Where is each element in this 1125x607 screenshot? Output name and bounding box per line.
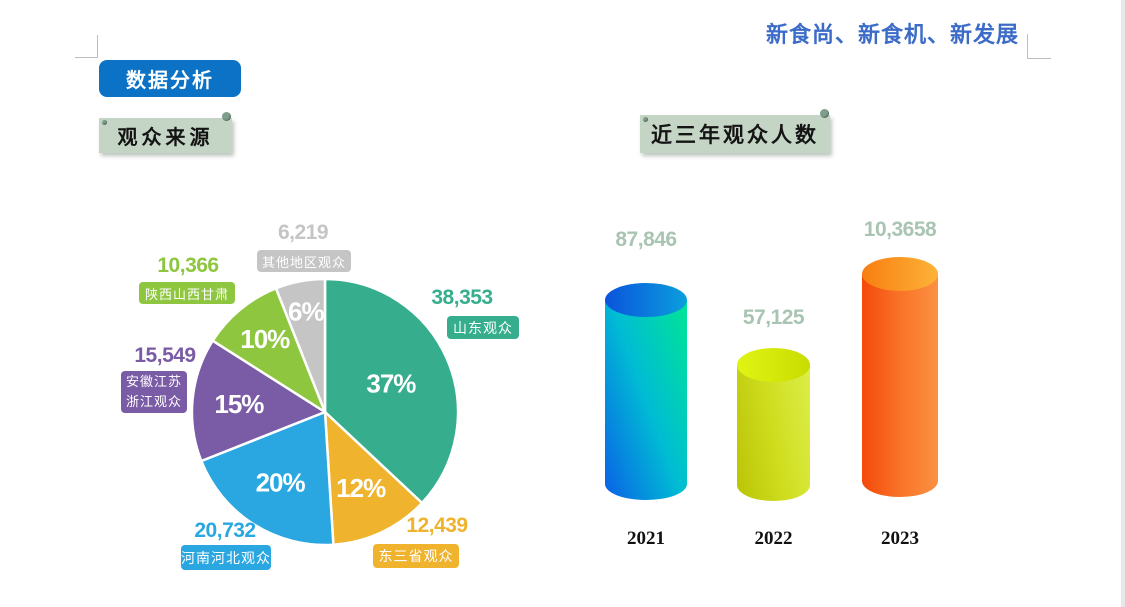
pie-callout-label-other-regions[interactable]: 其他地区观众 bbox=[257, 250, 351, 272]
cylinder-body bbox=[862, 274, 938, 497]
pie-slice-0[interactable] bbox=[323, 277, 460, 505]
bar-category-label: 2022 bbox=[754, 528, 793, 549]
data-analysis-badge[interactable]: 数据分析 bbox=[99, 60, 241, 97]
pie-percent-label: 10% bbox=[240, 324, 290, 354]
pie-callout-value-shandong: 38,353 bbox=[431, 286, 493, 309]
pie-callout-value-shaanxi-shanxi-gansu: 10,366 bbox=[157, 254, 219, 277]
pie-slice-3[interactable] bbox=[190, 339, 327, 463]
pushpin-icon bbox=[222, 112, 231, 121]
pie-callout-label-dongsansheng[interactable]: 东三省观众 bbox=[373, 544, 459, 568]
text-boundary-mark-tl-h bbox=[75, 57, 98, 58]
pie-callout-label-henan-hebei[interactable]: 河南河北观众 bbox=[181, 545, 271, 570]
cylinder-bar-2022[interactable] bbox=[737, 348, 810, 501]
text-boundary-mark-tr-v bbox=[1027, 34, 1028, 58]
pie-slice-4[interactable] bbox=[211, 287, 327, 414]
pie-percent-label: 37% bbox=[366, 369, 416, 399]
pie-slice-2[interactable] bbox=[200, 410, 335, 547]
bar-section-title-band[interactable]: 近三年观众人数 bbox=[640, 109, 830, 153]
pie-callout-value-anhui-jiangsu-zhejiang: 15,549 bbox=[134, 344, 196, 367]
pie-percent-label: 12% bbox=[336, 473, 386, 503]
pie-percent-label: 6% bbox=[288, 296, 324, 326]
cylinder-body bbox=[737, 365, 810, 501]
pushpin-icon bbox=[820, 109, 829, 118]
cylinder-top-cap bbox=[605, 283, 687, 317]
pie-section-title: 观众来源 bbox=[117, 127, 214, 149]
cylinder-top-cap bbox=[862, 257, 938, 291]
pie-callout-label-shaanxi-shanxi-gansu[interactable]: 陕西山西甘肃 bbox=[139, 282, 235, 304]
pie-callout-label-shandong[interactable]: 山东观众 bbox=[447, 316, 519, 339]
pushpin-icon bbox=[102, 120, 107, 125]
bar-category-label: 2021 bbox=[627, 528, 665, 549]
pie-callout-value-dongsansheng: 12,439 bbox=[406, 514, 468, 537]
text-boundary-mark-tl-v bbox=[97, 35, 98, 58]
pie-callout-value-other-regions: 6,219 bbox=[277, 221, 329, 244]
pie-slice-1[interactable] bbox=[323, 410, 424, 546]
pushpin-icon bbox=[643, 117, 648, 122]
pie-percent-label: 15% bbox=[214, 389, 264, 419]
page-edge bbox=[1121, 0, 1125, 607]
pie-section-title-band[interactable]: 观众来源 bbox=[99, 112, 232, 153]
cylinder-bar-2023[interactable] bbox=[862, 257, 938, 497]
pie-callout-value-henan-hebei: 20,732 bbox=[194, 519, 256, 542]
pie-chart[interactable]: 37% 12% 20% 15% 10%6% bbox=[185, 272, 465, 552]
text-boundary-mark-tr-h bbox=[1027, 58, 1051, 59]
cylinder-bar-2021[interactable] bbox=[605, 283, 687, 500]
page-header-title: 新食尚、新食机、新发展 bbox=[766, 22, 1020, 47]
bar-section-title: 近三年观众人数 bbox=[651, 123, 819, 147]
bar-value-label: 57,125 bbox=[742, 306, 805, 329]
bar-value-label: 87,846 bbox=[615, 228, 677, 251]
cylinder-top-cap bbox=[737, 348, 810, 382]
pie-slice-5[interactable] bbox=[274, 277, 327, 414]
pie-callout-label-anhui-jiangsu-zhejiang[interactable]: 安徽江苏浙江观众 bbox=[121, 371, 187, 413]
bar-value-label: 10,3658 bbox=[863, 218, 937, 241]
pie-percent-label: 20% bbox=[256, 468, 306, 498]
cylinder-body bbox=[605, 300, 687, 500]
bar-category-label: 2023 bbox=[881, 528, 919, 549]
